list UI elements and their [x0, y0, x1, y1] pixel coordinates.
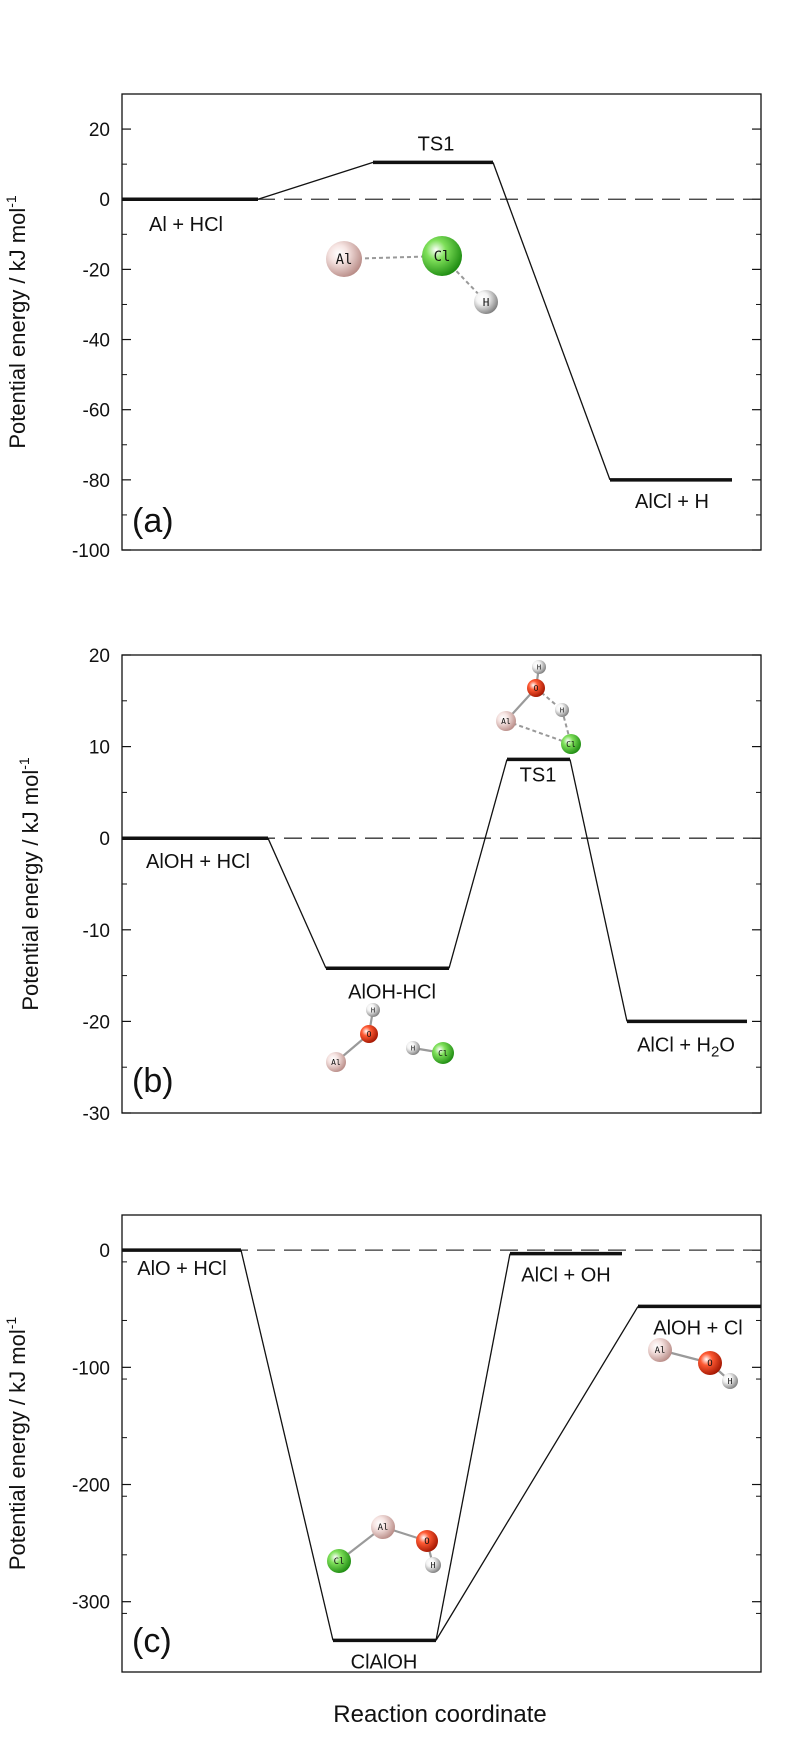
energy-level-label: ClAlOH — [351, 1651, 418, 1673]
y-tick-label: -300 — [72, 1593, 110, 1614]
y-axis-label: Potential energy / kJ mol-1 — [16, 757, 43, 1011]
y-tick-label: 10 — [89, 738, 110, 759]
atom-h: H — [474, 290, 498, 314]
atom-al: Al — [496, 711, 516, 731]
panel-label: (c) — [132, 1622, 172, 1660]
pathway-connector — [435, 1253, 511, 1641]
plot-frame — [121, 93, 762, 551]
atom-label: Al — [378, 1523, 389, 1533]
y-tick-label: -40 — [83, 331, 110, 352]
y-tick-label: 20 — [89, 120, 110, 141]
atom-label: Cl — [334, 1557, 345, 1567]
panel-label: (a) — [132, 502, 174, 540]
atom-o: O — [527, 679, 545, 697]
atom-label: H — [537, 663, 541, 671]
energy-level-label: AlOH + Cl — [653, 1317, 742, 1339]
atom-o: O — [360, 1025, 378, 1043]
atom-label: O — [534, 684, 539, 693]
energy-level-label: TS1 — [418, 133, 455, 155]
atom-label: H — [728, 1377, 733, 1386]
atom-label: H — [483, 296, 490, 309]
panel-b: 20 10 0 -10 -20 -30 Potential energy / kJ mol-… — [16, 646, 762, 1125]
y-axis-label-superscript: -1 — [16, 757, 32, 770]
y-tick-label: -100 — [72, 1358, 110, 1379]
atom-label: Al — [331, 1058, 341, 1067]
atom-h: H — [366, 1003, 380, 1017]
y-tick-label: 20 — [89, 646, 110, 667]
atom-h: H — [406, 1041, 420, 1055]
y-axis-label-superscript: -1 — [3, 195, 19, 208]
atom-cl: Cl — [561, 734, 581, 754]
pathway-connector — [267, 837, 327, 969]
energy-level-label: AlOH + HCl — [146, 851, 250, 873]
y-tick-label: -20 — [83, 260, 110, 281]
pathway-connector — [435, 1306, 639, 1641]
y-tick-label: -60 — [83, 401, 110, 422]
atom-label: H — [371, 1006, 375, 1014]
y-tick-label: 0 — [99, 829, 110, 850]
y-tick-label: -100 — [72, 541, 110, 562]
energy-level-label: AlCl + H — [635, 491, 709, 513]
panel-a: 20 0 -20 -40 -60 -80 -100 Potential energy / kJ… — [3, 93, 762, 562]
atom-cl: Cl — [327, 1549, 351, 1573]
panel-label: (b) — [132, 1062, 174, 1100]
x-axis-label: Reaction coordinate — [333, 1701, 546, 1728]
y-tick-label: -10 — [83, 921, 110, 942]
atom-label: Al — [655, 1346, 666, 1356]
atom-al: Al — [326, 1052, 346, 1072]
y-tick-label: 0 — [99, 190, 110, 211]
pathway-connector — [492, 162, 611, 481]
y-tick-label: -20 — [83, 1012, 110, 1033]
atom-label: Cl — [434, 249, 451, 265]
energy-level-label: AlOH-HCl — [348, 981, 436, 1003]
atom-cl: Cl — [432, 1042, 454, 1064]
pathway-connector — [448, 759, 508, 969]
energy-level-label: AlCl + OH — [521, 1265, 610, 1287]
y-tick-label: -30 — [83, 1104, 110, 1125]
atom-label: H — [411, 1044, 415, 1052]
atom-al: Al — [326, 241, 362, 277]
energy-level-label: AlO + HCl — [137, 1258, 226, 1280]
y-axis-label: Potential energy / kJ mol-1 — [3, 1317, 30, 1571]
atom-label: Cl — [566, 740, 576, 749]
atom-cl: Cl — [422, 236, 462, 276]
atom-label: O — [424, 1537, 429, 1547]
atom-label: Al — [336, 252, 353, 268]
plot-frame — [121, 1214, 762, 1673]
atom-label: Al — [501, 717, 511, 726]
atom-o: O — [416, 1530, 438, 1552]
pathway-connector — [257, 161, 374, 200]
y-axis-label-superscript: -1 — [3, 1317, 19, 1330]
atom-h: H — [555, 703, 569, 717]
atom-h: H — [425, 1557, 441, 1573]
atom-h: H — [722, 1373, 738, 1389]
dashed-bond — [505, 720, 572, 745]
y-tick-label: -200 — [72, 1476, 110, 1497]
atom-label: H — [560, 706, 564, 714]
pathway-connector — [569, 759, 628, 1022]
atom-o: O — [698, 1351, 722, 1375]
atom-h: H — [532, 660, 546, 674]
pathway-connector — [240, 1250, 334, 1641]
atom-label: H — [431, 1561, 436, 1570]
energy-level-label: AlCl + H2O — [637, 1034, 735, 1060]
energy-level-label: Al + HCl — [149, 214, 223, 236]
atom-label: O — [367, 1030, 372, 1039]
y-axis-label: Potential energy / kJ mol-1 — [3, 195, 30, 449]
atom-label: O — [707, 1359, 712, 1369]
atom-label: Cl — [438, 1049, 448, 1058]
y-tick-label: 0 — [99, 1241, 110, 1262]
atom-al: Al — [648, 1338, 672, 1362]
energy-level-label: TS1 — [520, 764, 557, 786]
panel-c: 0 -100 -200 -300 Potential energy / kJ mol-1… — [3, 1214, 762, 1673]
atom-al: Al — [371, 1515, 395, 1539]
y-tick-label: -80 — [83, 471, 110, 492]
